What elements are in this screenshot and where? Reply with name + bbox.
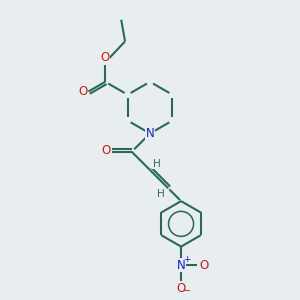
Text: N: N bbox=[177, 259, 185, 272]
Text: H: H bbox=[153, 159, 160, 169]
Text: +: + bbox=[183, 255, 190, 264]
Text: O: O bbox=[100, 52, 110, 64]
Text: N: N bbox=[146, 127, 154, 140]
Text: O: O bbox=[199, 259, 208, 272]
Text: O: O bbox=[176, 282, 186, 295]
Text: O: O bbox=[102, 144, 111, 157]
Text: H: H bbox=[157, 189, 165, 199]
Text: −: − bbox=[183, 286, 191, 296]
Text: O: O bbox=[79, 85, 88, 98]
